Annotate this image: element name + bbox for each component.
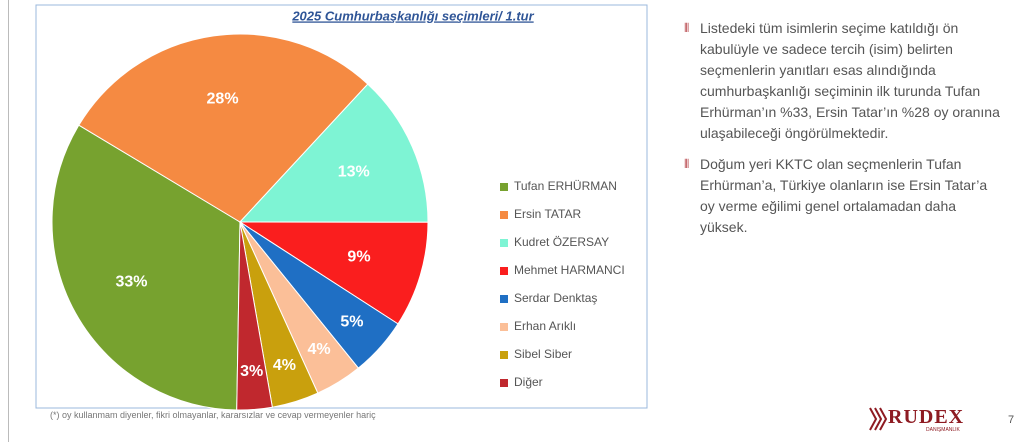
legend-swatch xyxy=(500,183,508,191)
pie-slice xyxy=(78,33,369,223)
pie-slice xyxy=(238,83,429,223)
pie-slice xyxy=(236,221,273,411)
data-label: 13% xyxy=(338,164,370,181)
logo-name: RUDEX xyxy=(888,406,965,428)
data-label: 3% xyxy=(240,363,263,380)
note: Listedeki tüm isimlerin seçime katıldığı… xyxy=(684,18,1004,144)
logo: RUDEX DANIŞMANLIK xyxy=(866,406,964,433)
legend-swatch xyxy=(500,295,508,303)
footnote: (*) oy kullanmam diyenler, fikri olmayan… xyxy=(50,410,376,420)
chart-title: 2025 Cumhurbaşkanlığı seçimleri/ 1.tur xyxy=(291,8,534,23)
data-label: 28% xyxy=(207,90,239,107)
legend-swatch xyxy=(500,379,508,387)
chart: 2025 Cumhurbaşkanlığı seçimleri/ 1.tur 3… xyxy=(35,4,648,411)
logo-icon xyxy=(869,407,888,431)
pie-slice xyxy=(238,221,429,325)
legend-swatch xyxy=(500,211,508,219)
legend-label: Sibel Siber xyxy=(514,347,572,361)
legend-label: Kudret ÖZERSAY xyxy=(514,235,609,249)
page-number: 7 xyxy=(1008,414,1015,426)
data-label: 4% xyxy=(273,357,296,374)
legend-swatch xyxy=(500,267,508,275)
legend-label: Mehmet HARMANCI xyxy=(514,263,625,277)
data-label: 5% xyxy=(340,314,363,331)
data-label: 33% xyxy=(115,273,147,290)
legend-label: Diğer xyxy=(514,375,543,389)
legend-label: Serdar Denktaş xyxy=(514,291,597,305)
legend-swatch xyxy=(500,239,508,247)
data-label: 9% xyxy=(347,248,370,265)
logo-tagline: DANIŞMANLIK xyxy=(926,427,960,433)
legend-swatch xyxy=(500,323,508,331)
legend-label: Ersin TATAR xyxy=(514,207,581,221)
legend-label: Tufan ERHÜRMAN xyxy=(514,179,617,193)
pie-slice xyxy=(51,124,241,411)
slide-edge xyxy=(8,0,9,442)
notes: Listedeki tüm isimlerin seçime katıldığı… xyxy=(684,18,1004,248)
data-label: 4% xyxy=(308,341,331,358)
note: Doğum yeri KKTC olan seçmenlerin Tufan E… xyxy=(684,154,1004,238)
legend-label: Erhan Arıklı xyxy=(514,319,576,333)
legend-swatch xyxy=(500,351,508,359)
